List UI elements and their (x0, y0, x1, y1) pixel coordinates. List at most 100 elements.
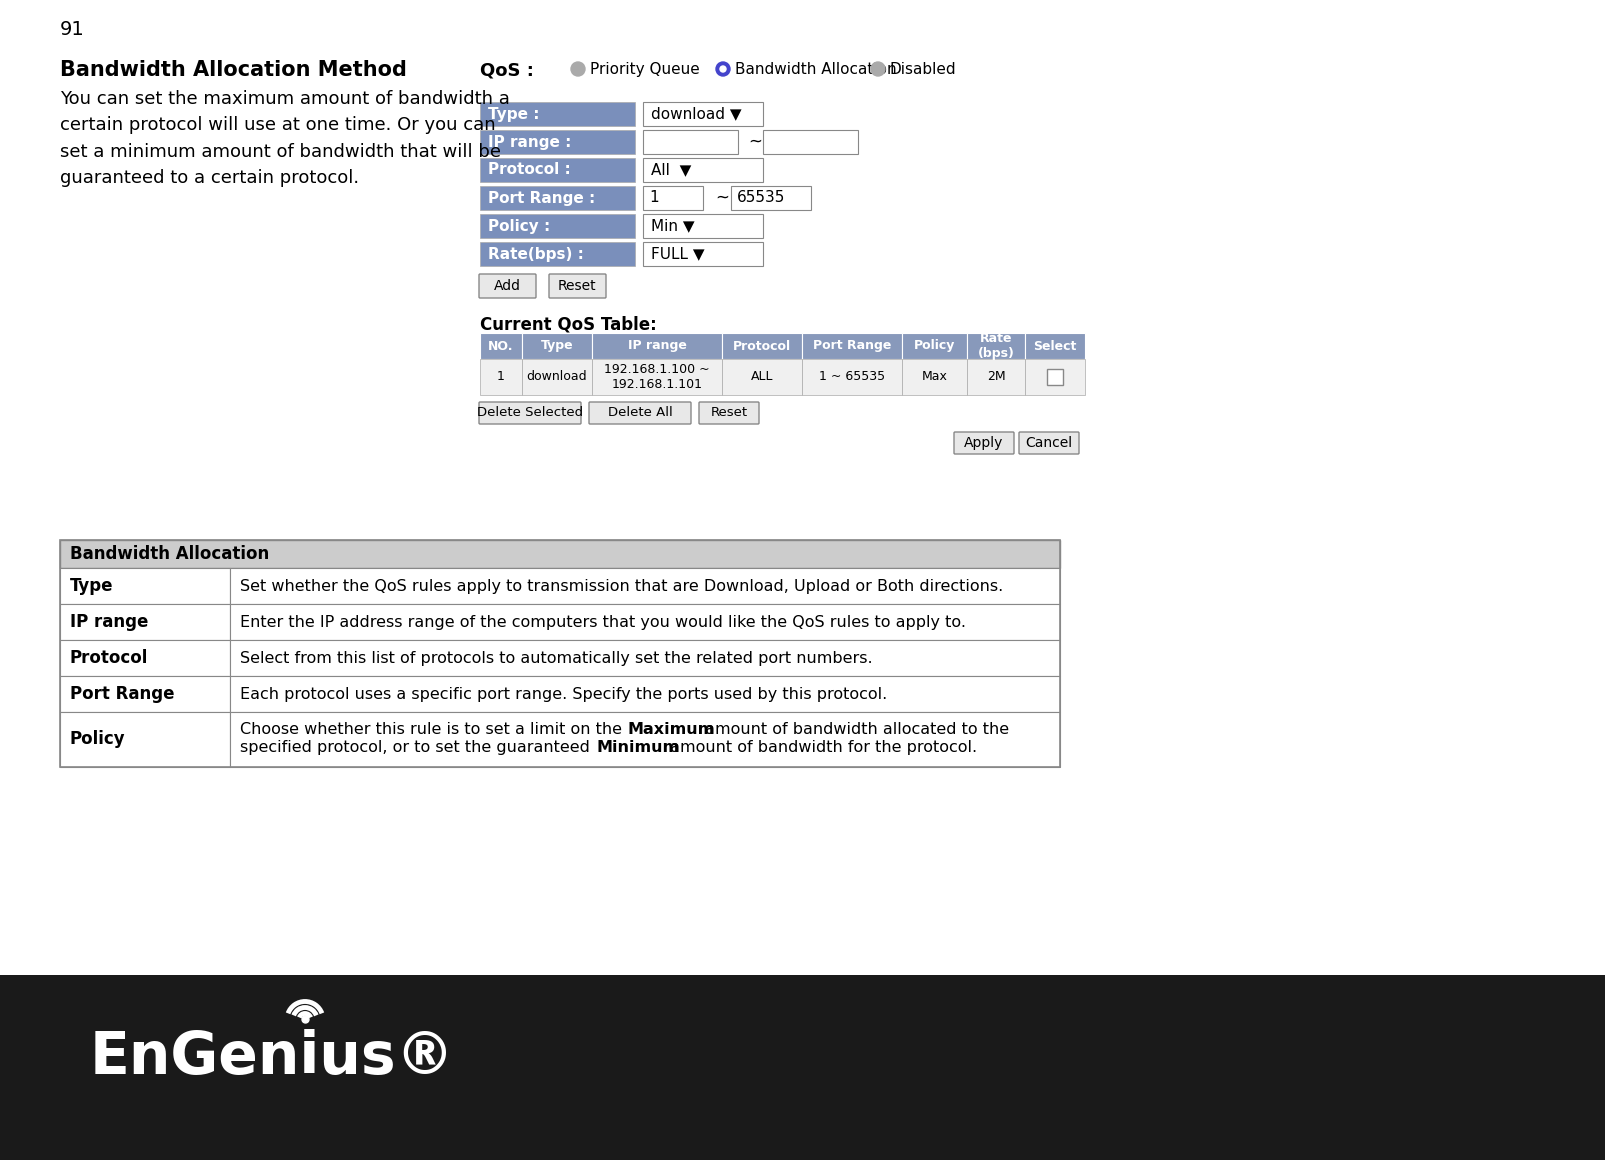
Text: Maximum: Maximum (628, 722, 714, 737)
Bar (1024, 358, 1085, 396)
Bar (480, 186, 634, 210)
Text: ~: ~ (748, 133, 761, 151)
Bar (480, 158, 634, 182)
Bar (59, 568, 230, 604)
Text: NO.: NO. (488, 340, 514, 353)
Text: QoS :: QoS : (480, 61, 533, 80)
Bar (480, 242, 634, 266)
Text: FULL ▼: FULL ▼ (650, 247, 705, 261)
Text: Add: Add (493, 280, 520, 293)
Text: amount of bandwidth for the protocol.: amount of bandwidth for the protocol. (664, 740, 976, 755)
Bar (522, 333, 592, 358)
Text: Protocol :: Protocol : (488, 162, 570, 177)
FancyBboxPatch shape (478, 403, 581, 425)
Text: Port Range :: Port Range : (488, 190, 595, 205)
Bar (480, 358, 522, 396)
Text: All  ▼: All ▼ (650, 162, 690, 177)
Text: Reset: Reset (557, 280, 595, 293)
FancyBboxPatch shape (953, 432, 1013, 454)
Bar (966, 358, 1024, 396)
Bar (230, 568, 1059, 604)
Text: 65535: 65535 (737, 190, 785, 205)
Text: ~: ~ (714, 189, 729, 206)
Text: Select from this list of protocols to automatically set the related port numbers: Select from this list of protocols to au… (239, 651, 872, 666)
Text: Min ▼: Min ▼ (650, 218, 695, 233)
Bar (642, 130, 738, 154)
Text: Priority Queue: Priority Queue (589, 61, 700, 77)
Bar (480, 213, 634, 238)
Circle shape (716, 61, 730, 77)
Bar (642, 242, 762, 266)
Text: Enter the IP address range of the computers that you would like the QoS rules to: Enter the IP address range of the comput… (239, 615, 965, 630)
Text: Delete Selected: Delete Selected (477, 406, 583, 420)
Bar (480, 333, 522, 358)
Text: Protocol: Protocol (71, 648, 148, 667)
Bar (722, 358, 801, 396)
Bar (59, 712, 230, 767)
Bar (642, 186, 703, 210)
Bar (801, 333, 902, 358)
Text: Protocol: Protocol (732, 340, 791, 353)
Text: Disabled: Disabled (889, 61, 957, 77)
Bar (642, 102, 762, 126)
Text: Bandwidth Allocation: Bandwidth Allocation (71, 545, 270, 563)
Text: Set whether the QoS rules apply to transmission that are Download, Upload or Bot: Set whether the QoS rules apply to trans… (239, 579, 1003, 594)
Circle shape (719, 66, 725, 72)
Text: Select: Select (1032, 340, 1075, 353)
Bar (0, 976, 1605, 1160)
Text: Type: Type (541, 340, 573, 353)
Text: Rate(bps) :: Rate(bps) : (488, 247, 584, 261)
Bar (480, 130, 634, 154)
Bar (902, 333, 966, 358)
Text: 91: 91 (59, 20, 85, 39)
Bar (902, 358, 966, 396)
Bar (1024, 333, 1085, 358)
Text: Choose whether this rule is to set a limit on the: Choose whether this rule is to set a lim… (239, 722, 626, 737)
Bar (642, 213, 762, 238)
Bar (722, 333, 801, 358)
Text: IP range: IP range (71, 612, 148, 631)
Text: IP range :: IP range : (488, 135, 571, 150)
Bar (480, 102, 634, 126)
Text: Port Range: Port Range (812, 340, 891, 353)
Text: Current QoS Table:: Current QoS Table: (480, 316, 656, 333)
Text: 1 ~ 65535: 1 ~ 65535 (819, 370, 884, 384)
Text: Bandwidth Allocation: Bandwidth Allocation (735, 61, 896, 77)
Text: Policy: Policy (913, 340, 955, 353)
Bar (1046, 369, 1063, 385)
Text: You can set the maximum amount of bandwidth a
certain protocol will use at one t: You can set the maximum amount of bandwi… (59, 90, 509, 187)
Text: 1: 1 (648, 190, 658, 205)
Bar (230, 604, 1059, 640)
Text: Type :: Type : (488, 107, 539, 122)
Bar (522, 358, 592, 396)
Text: download: download (526, 370, 587, 384)
Circle shape (571, 61, 584, 77)
FancyBboxPatch shape (549, 274, 605, 298)
Text: Rate
(bps): Rate (bps) (977, 332, 1014, 360)
Text: Delete All: Delete All (607, 406, 672, 420)
Text: 2M: 2M (985, 370, 1005, 384)
Text: Max: Max (921, 370, 947, 384)
Text: 192.168.1.100 ~
192.168.1.101: 192.168.1.100 ~ 192.168.1.101 (603, 363, 709, 391)
Bar (230, 712, 1059, 767)
Bar (230, 640, 1059, 676)
Bar (592, 333, 722, 358)
Bar (59, 541, 1059, 568)
Text: amount of bandwidth allocated to the: amount of bandwidth allocated to the (700, 722, 1008, 737)
Text: EnGenius®: EnGenius® (90, 1029, 454, 1086)
Bar (592, 358, 722, 396)
Bar (59, 541, 1059, 767)
Text: Policy: Policy (71, 731, 125, 748)
Text: ALL: ALL (750, 370, 772, 384)
Text: Reset: Reset (709, 406, 746, 420)
Text: Bandwidth Allocation Method: Bandwidth Allocation Method (59, 60, 406, 80)
Bar (762, 130, 857, 154)
Circle shape (870, 61, 884, 77)
Bar (966, 333, 1024, 358)
Text: download ▼: download ▼ (650, 107, 742, 122)
FancyBboxPatch shape (478, 274, 536, 298)
Bar (59, 604, 230, 640)
Text: Apply: Apply (963, 436, 1003, 450)
Text: Cancel: Cancel (1026, 436, 1072, 450)
Text: specified protocol, or to set the guaranteed: specified protocol, or to set the guaran… (239, 740, 594, 755)
